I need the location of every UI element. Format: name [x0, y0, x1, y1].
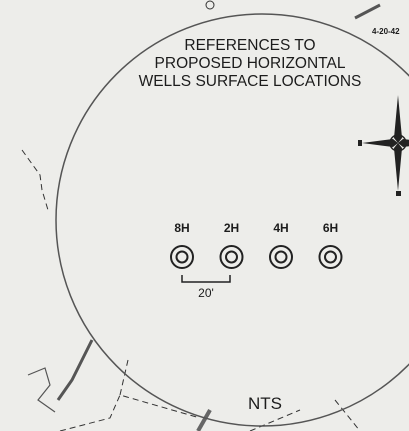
detail-circle [55, 13, 409, 427]
well-inner [175, 250, 189, 264]
corner-label: 4-20-42 [372, 27, 400, 36]
well-inner [324, 250, 337, 264]
well-inner [225, 250, 238, 264]
well-outer [318, 245, 343, 269]
well-label: 4H [273, 221, 288, 235]
spacing-bracket [181, 275, 231, 283]
dashed-line [21, 149, 49, 211]
road-line [196, 409, 212, 431]
marker [205, 0, 215, 10]
title-line: REFERENCES TO [184, 37, 315, 54]
wells: 8H 2H 4H 6H [170, 221, 343, 269]
well-inner [274, 250, 288, 264]
boundary-lines [21, 149, 361, 431]
well-label: 8H [174, 221, 189, 235]
well-outer [219, 245, 244, 269]
dashed-line [59, 394, 201, 431]
dashed-line [334, 399, 361, 431]
scale-label: NTS [248, 394, 282, 413]
title-line: PROPOSED HORIZONTAL [155, 55, 346, 72]
road-line [354, 3, 381, 20]
dashed-line [249, 409, 301, 431]
road-line [56, 339, 94, 401]
well-outer [170, 245, 194, 269]
well-label: 2H [224, 221, 239, 235]
title-line: WELLS SURFACE LOCATIONS [139, 73, 362, 90]
dashed-line [119, 359, 129, 396]
creek-line [27, 367, 56, 413]
spacing-label: 20' [198, 286, 214, 300]
north-arrow [358, 95, 409, 196]
well-outer [269, 245, 293, 269]
well-label: 6H [323, 221, 338, 235]
